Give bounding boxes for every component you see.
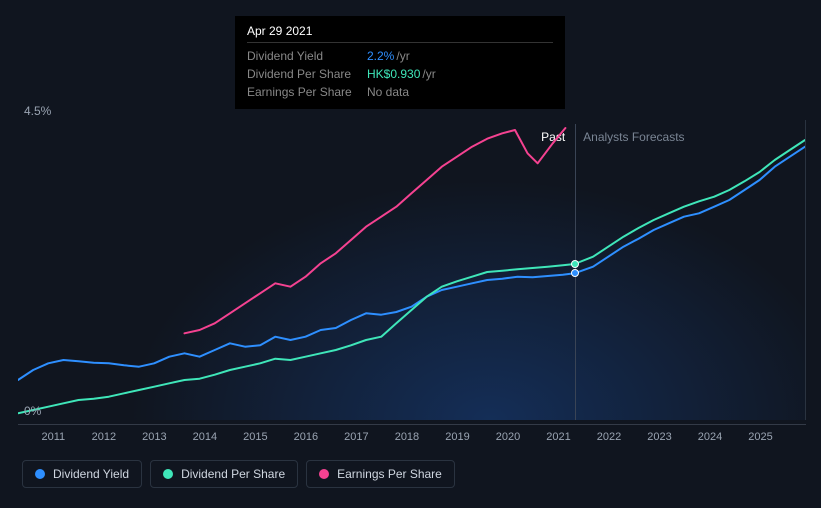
legend-label: Dividend Per Share — [181, 467, 285, 481]
legend-swatch — [319, 469, 329, 479]
chart-marker — [571, 269, 579, 277]
tooltip-row: Dividend Yield2.2%/yr — [247, 47, 553, 65]
x-axis-tick: 2011 — [42, 431, 66, 443]
x-axis-tick: 2015 — [243, 431, 267, 443]
x-axis-tick: 2021 — [546, 431, 570, 443]
legend-swatch — [35, 469, 45, 479]
legend-item[interactable]: Dividend Yield — [22, 460, 142, 488]
y-axis-min-label: 0% — [24, 404, 41, 418]
chart-legend: Dividend Yield Dividend Per Share Earnings… — [22, 460, 455, 488]
chart-lines-svg — [18, 120, 805, 420]
chart-marker — [571, 260, 579, 268]
legend-item[interactable]: Dividend Per Share — [150, 460, 298, 488]
chart-plot-area[interactable]: Past Analysts Forecasts — [18, 120, 806, 420]
x-axis-tick: 2024 — [698, 431, 722, 443]
x-axis-tick: 2018 — [395, 431, 419, 443]
series-line — [18, 140, 805, 413]
legend-swatch — [163, 469, 173, 479]
legend-label: Dividend Yield — [53, 467, 129, 481]
x-axis-tick: 2014 — [193, 431, 217, 443]
tooltip-row-value: No data — [367, 85, 409, 99]
chart-tooltip: Apr 29 2021 Dividend Yield2.2%/yrDividen… — [235, 16, 565, 109]
legend-label: Earnings Per Share — [337, 467, 442, 481]
tooltip-row-suffix: /yr — [396, 49, 409, 63]
tooltip-row-value: HK$0.930 — [367, 67, 420, 81]
x-axis-tick: 2020 — [496, 431, 520, 443]
tooltip-row-suffix: /yr — [422, 67, 435, 81]
x-axis-tick: 2013 — [142, 431, 166, 443]
x-axis: 2011 2012 2013 2014 2015 2016 2017 2018 2019 2020… — [18, 424, 806, 444]
x-axis-tick: 2012 — [92, 431, 116, 443]
y-axis-max-label: 4.5% — [24, 104, 51, 118]
series-line — [18, 147, 805, 380]
tooltip-row: Dividend Per ShareHK$0.930/yr — [247, 65, 553, 83]
x-axis-tick: 2017 — [344, 431, 368, 443]
tooltip-date: Apr 29 2021 — [247, 24, 553, 43]
x-axis-tick: 2019 — [445, 431, 469, 443]
tooltip-row-label: Dividend Yield — [247, 49, 367, 63]
x-axis-tick: 2023 — [647, 431, 671, 443]
tooltip-row: Earnings Per ShareNo data — [247, 83, 553, 101]
x-axis-tick: 2025 — [748, 431, 772, 443]
x-axis-tick: 2016 — [294, 431, 318, 443]
tooltip-row-value: 2.2% — [367, 49, 394, 63]
tooltip-row-label: Dividend Per Share — [247, 67, 367, 81]
tooltip-row-label: Earnings Per Share — [247, 85, 367, 99]
legend-item[interactable]: Earnings Per Share — [306, 460, 455, 488]
series-line — [184, 128, 565, 333]
x-axis-tick: 2022 — [597, 431, 621, 443]
